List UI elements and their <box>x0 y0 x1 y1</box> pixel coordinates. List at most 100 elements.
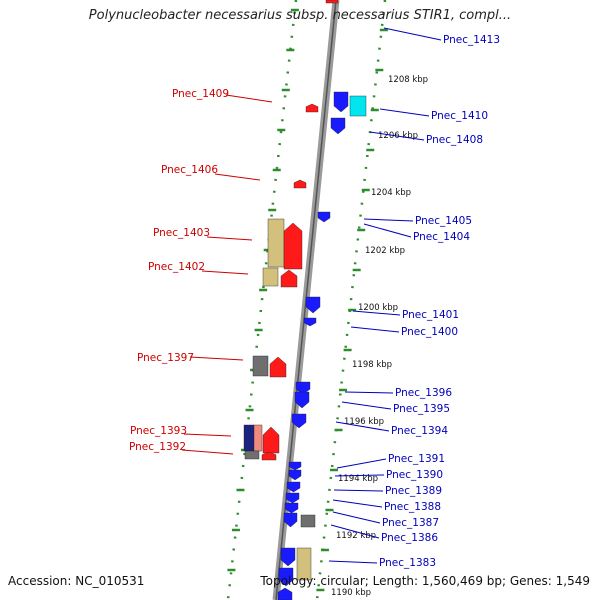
label-leaders <box>181 27 442 564</box>
leader-right <box>332 511 381 524</box>
leader-right <box>332 499 383 508</box>
scale-label: 1198 kbp <box>352 360 392 370</box>
gene-label-right: Pnec_1405 <box>415 215 472 227</box>
gene-pnec-1390 <box>288 469 302 481</box>
leader-right <box>369 131 425 141</box>
gene-label-right: Pnec_1391 <box>388 453 445 465</box>
gene-pnec-1394 <box>291 413 307 429</box>
summary-text: Topology: circular; Length: 1,560,469 bp… <box>260 574 590 588</box>
leader-right <box>330 524 380 539</box>
gene-pnec-1393 <box>262 426 280 454</box>
gene-pnec-1392-gray <box>244 450 260 460</box>
leader-right <box>333 489 384 492</box>
gene-label-right: Pnec_1408 <box>426 134 483 146</box>
leader-left <box>201 270 249 275</box>
gene-pnec-1405 <box>317 211 331 223</box>
gene-pnec-1393-salmon <box>253 424 263 452</box>
gene-pnec-1406 <box>293 179 307 189</box>
leader-right <box>335 421 390 432</box>
gene-label-left: Pnec_1402 <box>148 261 205 273</box>
gene-label-right: Pnec_1401 <box>402 309 459 321</box>
gene-pnec-1391 <box>288 461 302 471</box>
leader-left <box>214 173 261 181</box>
gene-pnec-1388 <box>285 492 300 504</box>
gene-label-right: Pnec_1400 <box>401 326 458 338</box>
scale-label: 1200 kbp <box>358 303 398 313</box>
gene-label-right: Pnec_1395 <box>393 403 450 415</box>
accession-text: Accession: NC_010531 <box>8 574 145 588</box>
gene-pnec-1392 <box>261 451 277 461</box>
leader-right <box>363 218 414 222</box>
gene-label-right: Pnec_1394 <box>391 425 448 437</box>
gene-label-left: Pnec_1397 <box>137 352 194 364</box>
scale-label: 1196 kbp <box>344 417 384 427</box>
gene-label-right: Pnec_1390 <box>386 469 443 481</box>
gene-pnec-1387 <box>284 502 299 514</box>
gene-label-right: Pnec_1410 <box>431 110 488 122</box>
gene-label-right: Pnec_1389 <box>385 485 442 497</box>
gene-label-right: Pnec_1386 <box>381 532 438 544</box>
leader-right <box>334 474 385 477</box>
leader-right <box>350 326 400 333</box>
leader-right <box>341 401 392 410</box>
gene-label-right: Pnec_1413 <box>443 34 500 46</box>
scale-label: 1208 kbp <box>388 75 428 85</box>
gene-pnec-1396 <box>295 381 311 395</box>
scale-label: 1194 kbp <box>338 474 378 484</box>
scale-label: 1204 kbp <box>371 188 411 198</box>
gene-label-right: Pnec_1383 <box>379 557 436 569</box>
gene-pnec-1403-khaki <box>267 218 285 268</box>
genes <box>243 0 367 600</box>
leader-right <box>344 391 394 394</box>
leader-left <box>225 94 273 103</box>
gene-top <box>325 0 339 4</box>
leader-right <box>328 560 378 564</box>
gene-pnec-1400 <box>303 317 317 327</box>
scale-label: 1192 kbp <box>336 531 376 541</box>
gene-pnec-1389 <box>286 481 301 493</box>
gene-pnec-1408 <box>330 117 346 135</box>
gene-pnec-1409 <box>305 103 319 113</box>
scale-label: 1202 kbp <box>365 246 405 256</box>
leader-right <box>352 310 401 316</box>
gene-label-left: Pnec_1392 <box>129 441 186 453</box>
gene-pnec-1402 <box>280 269 298 288</box>
gene-label-right: Pnec_1396 <box>395 387 452 399</box>
gene-blue-last <box>277 587 293 600</box>
gene-pnec-1401 <box>305 296 321 314</box>
leader-right <box>383 27 442 41</box>
page-title: Polynucleobacter necessarius subsp. nece… <box>88 8 512 23</box>
gene-label-right: Pnec_1387 <box>382 517 439 529</box>
leader-left <box>189 356 244 361</box>
scale-ring-inner <box>226 0 298 600</box>
scale-label: 1190 kbp <box>331 588 371 598</box>
leader-left <box>181 449 234 455</box>
leader-right <box>336 458 387 469</box>
gene-pnec-1402-khaki <box>262 267 279 287</box>
gene-pnec-1386 <box>300 514 316 528</box>
gene-label-left: Pnec_1393 <box>130 425 187 437</box>
leader-right <box>363 223 412 238</box>
gene-pnec-1395 <box>294 391 310 409</box>
scale-ring-outer <box>315 0 387 600</box>
leader-right <box>379 108 430 117</box>
gene-pnec-1410 <box>333 91 349 113</box>
gene-pnec-1397 <box>269 356 287 378</box>
gene-label-left: Pnec_1403 <box>153 227 210 239</box>
leader-left <box>206 236 253 241</box>
gene-pnec-1403 <box>283 222 303 270</box>
gene-label-left: Pnec_1409 <box>172 88 229 100</box>
leader-left <box>183 433 232 437</box>
gene-label-right: Pnec_1388 <box>384 501 441 513</box>
gene-label-left: Pnec_1406 <box>161 164 218 176</box>
gene-cyan <box>349 95 367 117</box>
gene-pnec-1386b <box>283 512 298 528</box>
gene-khaki-bottom <box>296 547 312 581</box>
gene-labels: Pnec_1409 Pnec_1406 Pnec_1403 Pnec_1402 Pnec… <box>129 34 500 569</box>
gene-pnec-1393-navy <box>243 424 255 452</box>
gene-blue-bottom <box>278 567 294 587</box>
gene-label-right: Pnec_1404 <box>413 231 470 243</box>
gene-pnec-1397-gray <box>252 355 269 377</box>
gene-pnec-1383 <box>280 547 296 567</box>
